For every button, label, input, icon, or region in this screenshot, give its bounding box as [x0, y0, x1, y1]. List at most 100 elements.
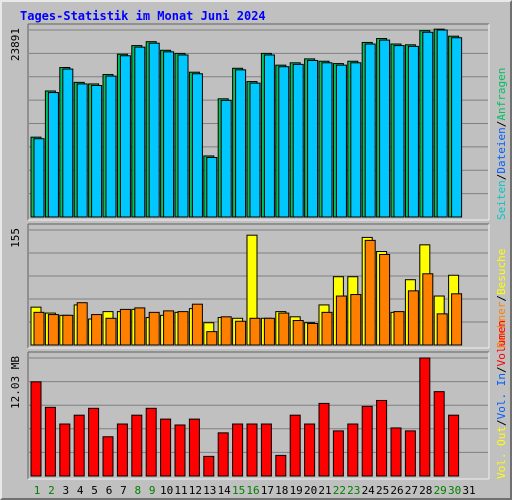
bar-files-day-14: [220, 99, 232, 218]
panel-middle: 155 Rechner/Besuche: [9, 223, 508, 349]
bar-volume-day-20: [304, 423, 316, 477]
bar-volume-day-6: [102, 436, 114, 477]
bar-files-day-26: [393, 45, 405, 218]
bar-volume-day-29: [433, 391, 445, 477]
bar-sites-day-25: [379, 253, 391, 346]
bar-sites-day-22: [335, 295, 347, 346]
bar-sites-day-18: [278, 312, 290, 346]
bar-files-day-17: [263, 54, 275, 218]
bar-sites-day-21: [321, 311, 333, 346]
bar-files-day-3: [62, 68, 74, 218]
x-axis-label-day: 31: [462, 484, 475, 497]
bar-sites-day-3: [62, 314, 74, 346]
legend-separator: /: [495, 121, 508, 128]
x-axis-label-day: 6: [106, 484, 113, 497]
x-axis-label-day: 24: [362, 484, 376, 497]
bar-volume-day-14: [217, 432, 229, 477]
x-axis-label-day: 25: [376, 484, 389, 497]
bar-volume-day-1: [30, 381, 42, 477]
bar-volume-day-25: [376, 399, 388, 477]
x-axis-label-day: 10: [160, 484, 173, 497]
bar-volume-day-12: [188, 418, 200, 477]
bar-files-day-4: [76, 83, 88, 218]
y-axis-max-label: 23891: [9, 28, 22, 61]
bar-sites-day-24: [364, 239, 376, 346]
x-axis-labels: 1 2 3 4 5 6 7 8 9 10 11 12 13 14 15 16 17 18 19 20 21 22 23 24 2…: [34, 484, 476, 497]
bar-files-day-24: [364, 43, 376, 218]
chart-panels: 23891Seiten/Dateien/Anfragen155Rechner/B…: [9, 23, 508, 480]
bar-volume-day-2: [44, 406, 56, 477]
bar-volume-day-21: [318, 402, 330, 477]
series-sites: [33, 239, 463, 346]
x-axis-label-day: 22: [333, 484, 346, 497]
bar-volume-day-23: [347, 423, 359, 477]
bar-files-day-5: [91, 85, 103, 218]
series-files: [33, 29, 463, 218]
x-axis-label-day: 9: [149, 484, 156, 497]
bar-sites-day-5: [91, 314, 103, 346]
x-axis-label-day: 3: [62, 484, 69, 497]
x-axis-label-day: 5: [91, 484, 98, 497]
bar-files-day-19: [292, 63, 304, 218]
legend-entry: Vol. Out: [495, 426, 508, 479]
bar-volume-day-5: [88, 407, 100, 477]
bar-volume-day-28: [419, 357, 431, 477]
legend-entry: Rechner: [495, 301, 508, 348]
bar-volume-day-8: [131, 414, 143, 477]
bar-sites-day-17: [263, 317, 275, 346]
bar-sites-day-2: [47, 314, 59, 346]
bar-volume-day-4: [73, 414, 85, 477]
bar-files-day-7: [119, 55, 131, 218]
x-axis-label-day: 1: [34, 484, 41, 497]
bar-files-day-20: [307, 59, 319, 218]
x-axis-label-day: 15: [232, 484, 245, 497]
legend-entry: Vol. In: [495, 373, 508, 419]
x-axis-label-day: 21: [318, 484, 331, 497]
bar-files-day-6: [105, 75, 117, 218]
bar-volume-day-17: [260, 423, 272, 477]
bar-sites-day-10: [163, 310, 175, 346]
legend-entry: Anfragen: [495, 68, 508, 121]
bar-files-day-27: [407, 45, 419, 218]
bar-volume-day-9: [145, 407, 157, 477]
bar-sites-day-7: [119, 308, 131, 346]
legend-middle: Rechner/Besuche: [495, 249, 508, 348]
bar-files-day-29: [436, 29, 448, 218]
x-axis-label-day: 29: [434, 484, 447, 497]
bar-files-day-10: [163, 51, 175, 218]
bar-files-day-15: [235, 69, 247, 218]
x-axis-label-day: 19: [290, 484, 303, 497]
bar-sites-day-9: [148, 311, 160, 346]
x-axis-label-day: 14: [218, 484, 232, 497]
bar-files-day-13: [206, 157, 218, 218]
legend-bottom: Vol. Out/Vol. In/Volumen: [495, 320, 508, 479]
bar-volume-day-30: [448, 414, 460, 477]
bar-sites-day-30: [451, 293, 463, 346]
bar-volume-day-11: [174, 424, 186, 477]
x-axis-label-day: 18: [275, 484, 288, 497]
bar-files-day-30: [451, 37, 463, 218]
bar-sites-day-16: [249, 317, 261, 346]
bar-volume-day-18: [275, 454, 287, 477]
bar-files-day-23: [350, 62, 362, 218]
x-axis-label-day: 16: [246, 484, 259, 497]
bar-volume-day-16: [246, 423, 258, 477]
x-axis-label-day: 26: [390, 484, 403, 497]
bar-volume-day-19: [289, 414, 301, 477]
legend-entry: Volumen: [495, 320, 508, 366]
x-axis-label-day: 4: [77, 484, 84, 497]
bar-files-day-12: [191, 73, 203, 218]
bar-sites-day-14: [220, 316, 232, 346]
bar-sites-day-26: [393, 311, 405, 346]
x-axis-label-day: 28: [419, 484, 432, 497]
bar-files-day-25: [379, 39, 391, 218]
legend-separator: /: [495, 419, 508, 426]
bar-files-day-16: [249, 82, 261, 218]
legend-entry: Besuche: [495, 249, 508, 295]
bar-volume-day-13: [203, 455, 215, 477]
bar-sites-day-4: [76, 302, 88, 346]
bar-files-day-22: [335, 64, 347, 218]
bar-files-day-18: [278, 66, 290, 218]
